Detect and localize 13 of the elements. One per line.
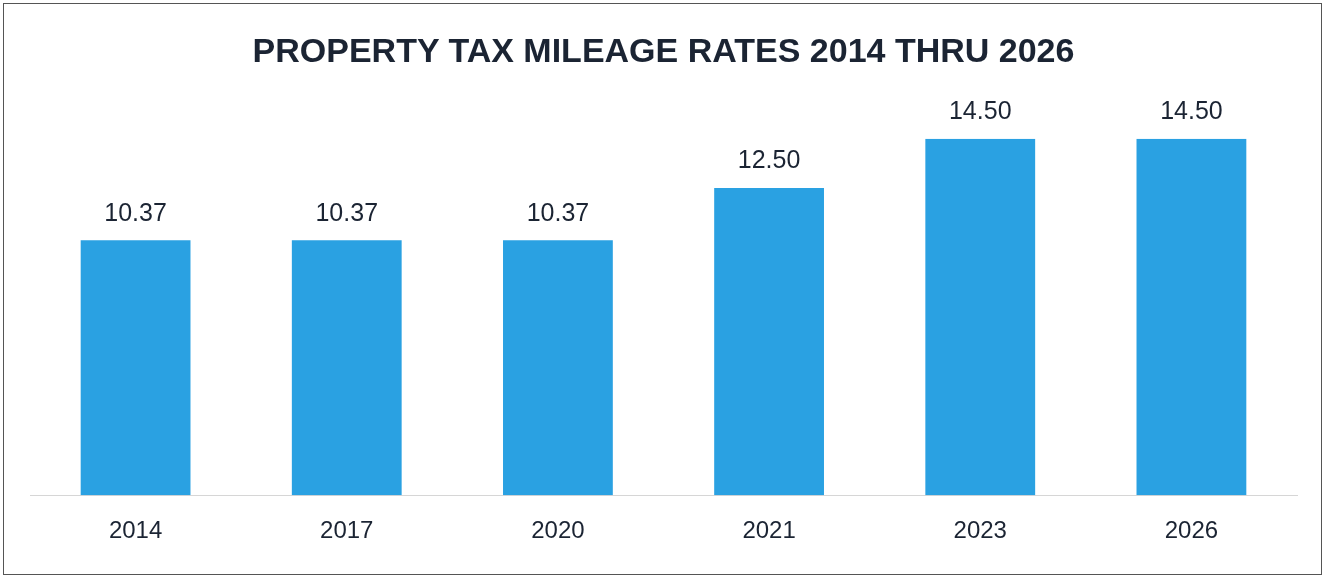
data-label: 10.37 (526, 197, 590, 226)
data-label: 12.50 (737, 145, 801, 174)
x-tick-label: 2020 (531, 516, 585, 544)
data-label: 14.50 (1160, 96, 1223, 125)
x-tick-label: 2023 (953, 516, 1007, 544)
x-tick-label: 2017 (320, 516, 374, 544)
data-label: 14.50 (948, 96, 1012, 125)
data-label: 10.37 (104, 197, 167, 226)
x-tick-label: 2021 (742, 516, 796, 544)
data-label: 10.37 (315, 197, 379, 226)
chart-title: PROPERTY TAX MILEAGE RATES 2014 THRU 2026 (252, 30, 1075, 69)
x-tick-label: 2026 (1164, 516, 1219, 544)
x-tick-label: 2014 (108, 516, 163, 544)
